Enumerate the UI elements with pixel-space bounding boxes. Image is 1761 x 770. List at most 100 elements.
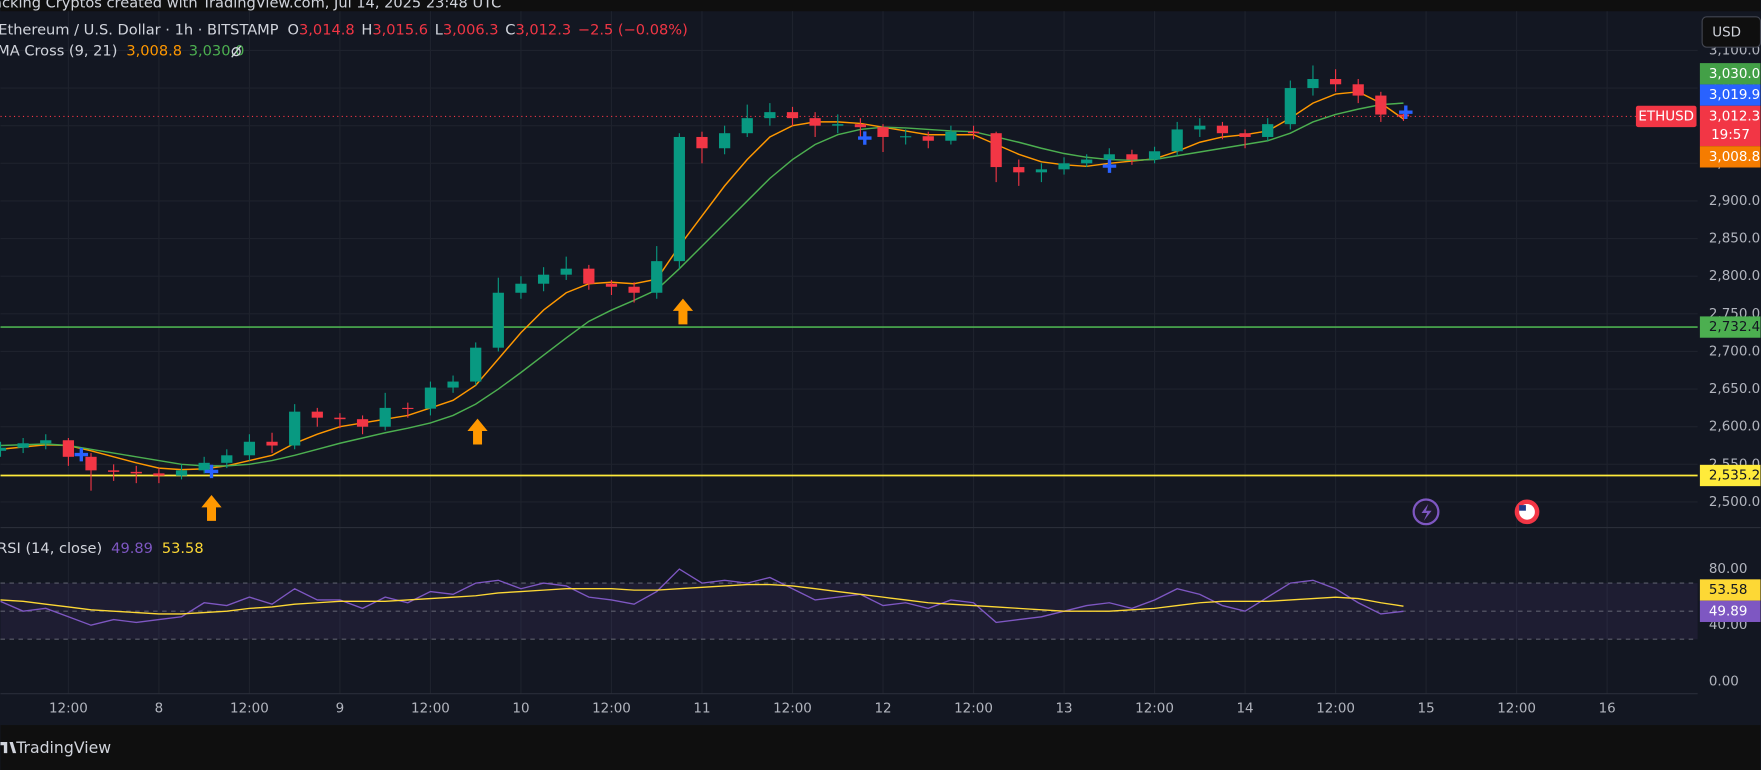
candle-body [832, 124, 844, 126]
visibility-icon[interactable] [231, 47, 241, 57]
candle-body [311, 411, 323, 418]
candle-body [651, 261, 663, 293]
ma-value: 3,030.0 [189, 43, 245, 60]
price-tag-label: 3,019.9 [1709, 88, 1760, 103]
candle-body [786, 112, 799, 119]
price-tag [1699, 579, 1761, 601]
candle-body [741, 118, 753, 134]
candle-body [1194, 125, 1206, 130]
price-tag [1699, 84, 1761, 106]
symbol-tag [1635, 105, 1697, 128]
price-tag [1699, 316, 1761, 338]
x-tick-label: 12:00 [1497, 701, 1536, 716]
x-tick-label: 12:00 [954, 701, 993, 716]
candle-body [424, 387, 437, 409]
x-tick-label: 12 [874, 701, 891, 716]
y-tick-label: 2,700.0 [1709, 344, 1760, 359]
brand-logo [0, 741, 17, 754]
legend-rsi: RSI (14, close) 49.89 53.58 [0, 540, 204, 557]
annotations [74, 105, 1540, 526]
y-tick-label: 2,850.0 [1709, 232, 1760, 247]
ma-value: 3,008.8 [126, 43, 182, 60]
candle-body [356, 419, 369, 427]
axes: 12:00 8 12:00 9 12:00 10 12:00 11 12:00 12 12:00 13… [49, 43, 1761, 716]
ohlc-key: O [288, 21, 299, 38]
watermark: Tracking Cryptos created with TradingVie… [0, 0, 501, 11]
candle-body [1103, 154, 1115, 160]
candle-body [17, 443, 29, 448]
x-tick-label: 12:00 [773, 701, 812, 716]
candle-body [719, 133, 731, 149]
change: −2.5 (−0.08%) [578, 21, 688, 38]
candle-body [1284, 88, 1296, 125]
ma-line [0, 102, 1404, 467]
footer [0, 725, 1761, 770]
candle-body [266, 441, 278, 446]
candle-body [922, 136, 934, 141]
legend-ma: MA Cross (9, 21) 3,008.8 3,030.0 [0, 43, 244, 60]
candle-body [40, 440, 52, 444]
currency-button-label: USD [1712, 26, 1741, 41]
candle-body [492, 292, 504, 348]
rsi-line [0, 583, 1404, 615]
symbol-tag-label: ETHUSD [1638, 109, 1694, 124]
candle-body [1307, 79, 1319, 89]
y-tick-label: 2,800.0 [1709, 269, 1760, 284]
ma-title: MA Cross (9, 21) [0, 43, 117, 60]
candle-body [854, 124, 866, 128]
x-tick-label: 12:00 [411, 701, 450, 716]
event-icon-flag [1519, 505, 1526, 511]
x-tick-label: 12:00 [230, 701, 269, 716]
candle-body [1126, 154, 1138, 160]
price-tag-label: 49.89 [1709, 604, 1748, 619]
price-tag-label: 3,030.0 [1709, 67, 1760, 82]
candle-body [945, 131, 957, 141]
arrow-up [672, 298, 694, 325]
x-tick-label: 12:00 [1135, 701, 1174, 716]
legend-main: Ethereum / U.S. Dollar · 1h · BITSTAMP O3… [0, 21, 688, 38]
candle-body [1058, 163, 1070, 170]
candle-body [673, 136, 685, 262]
ohlc-value: 3,014.8 [299, 21, 355, 38]
x-tick-label: 15 [1418, 701, 1435, 716]
rsi-tick-label: 0.00 [1709, 674, 1739, 689]
y-tick-label: 2,650.0 [1709, 382, 1760, 397]
candle-body [967, 131, 980, 134]
x-tick-label: 12:00 [592, 701, 631, 716]
candle-body [379, 407, 391, 427]
candle-body [289, 411, 301, 446]
candle-body [153, 473, 165, 476]
x-tick-label: 14 [1237, 701, 1254, 716]
candle-body [583, 268, 595, 284]
candle-body [877, 127, 889, 137]
candle-body [696, 136, 708, 149]
price-tag-label: 53.58 [1709, 583, 1748, 598]
price-tag-label: 3,012.3 [1709, 109, 1760, 124]
candle-body [402, 407, 414, 410]
ohlc-key: L [435, 21, 444, 38]
candle-body [1035, 169, 1048, 173]
candle-body [1262, 124, 1274, 137]
rsi-tick-label: 80.00 [1709, 562, 1748, 577]
candle-body [515, 283, 527, 293]
price-tag [1699, 464, 1761, 487]
candle-body [628, 286, 640, 293]
price-tag [1699, 105, 1761, 147]
candle-body [175, 470, 188, 476]
candle-body [1329, 79, 1342, 85]
candle-body [809, 118, 821, 126]
price-tag-label: 2,732.4 [1709, 320, 1760, 335]
candle-body [1171, 129, 1183, 152]
candle-body [1397, 114, 1410, 117]
x-tick-label: 11 [693, 701, 710, 716]
ohlc-key: C [505, 21, 515, 38]
candle-body [1375, 95, 1387, 115]
candle-body [900, 136, 912, 138]
ohlc: O3,014.8 H3,015.6 L3,006.3 C3,012.3 [288, 21, 572, 38]
candle-body [243, 441, 256, 456]
candle-body [1216, 125, 1229, 134]
ohlc-value: 3,006.3 [443, 21, 499, 38]
